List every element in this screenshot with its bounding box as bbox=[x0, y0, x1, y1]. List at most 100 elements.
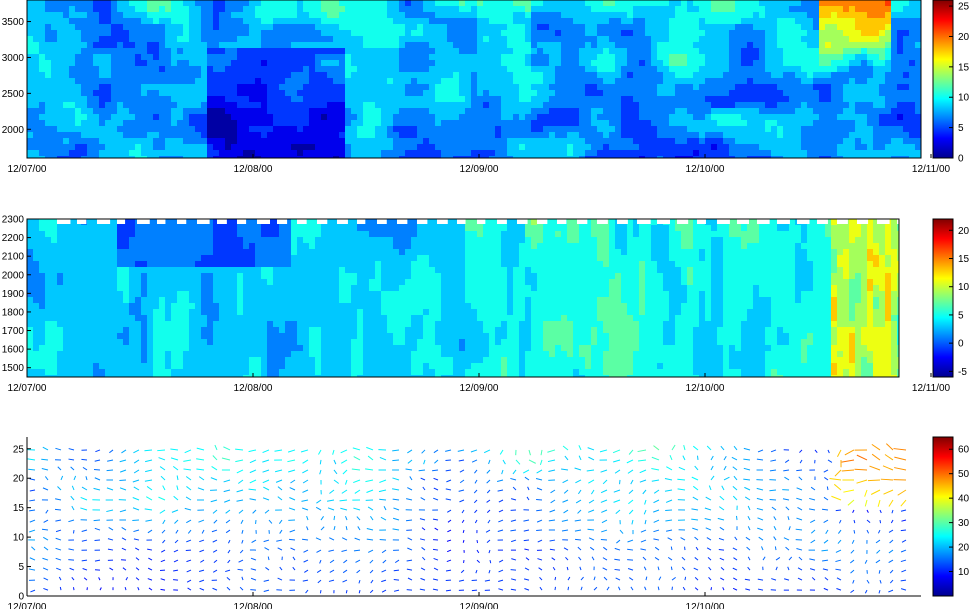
panel-1-cell bbox=[891, 54, 898, 61]
panel-1-cell bbox=[567, 36, 574, 43]
panel-1-cell bbox=[159, 0, 166, 7]
panel-1-cell bbox=[135, 156, 142, 158]
panel-1-cell bbox=[903, 132, 910, 139]
panel-1-cell bbox=[153, 150, 160, 157]
panel-1-cell bbox=[387, 72, 394, 79]
panel-1-cell bbox=[411, 18, 418, 25]
panel-1-cell bbox=[357, 114, 364, 121]
panel-2-cell bbox=[81, 237, 88, 244]
panel-1-cell bbox=[807, 66, 814, 73]
panel-2-cell bbox=[183, 303, 190, 310]
panel-1-cell bbox=[693, 54, 700, 61]
panel-2-cell bbox=[177, 339, 184, 346]
panel-1-cell bbox=[849, 78, 856, 85]
panel-1-cell bbox=[129, 36, 136, 43]
panel-1-cell bbox=[891, 102, 898, 109]
panel-2-cell bbox=[207, 267, 214, 274]
panel-1-cell bbox=[915, 102, 921, 109]
panel-2-cell bbox=[75, 369, 82, 376]
panel-1-cell bbox=[537, 72, 544, 79]
panel-1-cell bbox=[861, 60, 868, 67]
panel-1-cell bbox=[141, 12, 148, 19]
panel-1-cell bbox=[843, 30, 850, 37]
panel-1-colorbar-label: 5 bbox=[958, 123, 964, 134]
panel-1-cell bbox=[129, 18, 136, 25]
panel-1-cell bbox=[723, 120, 730, 127]
panel-2-cell bbox=[135, 261, 142, 268]
panel-1-cell bbox=[909, 66, 916, 73]
panel-2-cell bbox=[123, 375, 130, 377]
panel-1-cell bbox=[687, 78, 694, 85]
panel-1-cell bbox=[303, 108, 310, 115]
panel-2-cell bbox=[63, 279, 70, 286]
panel-1-cell bbox=[357, 108, 364, 115]
panel-1-cell bbox=[489, 90, 496, 97]
panel-1-cell bbox=[219, 120, 226, 127]
panel-1-cell bbox=[339, 72, 346, 79]
panel-1-cell bbox=[207, 90, 214, 97]
panel-1-cell bbox=[813, 96, 820, 103]
panel-1-cell bbox=[639, 114, 646, 121]
panel-1-cell bbox=[183, 60, 190, 67]
panel-1-cell bbox=[861, 72, 868, 79]
panel-2-cell bbox=[75, 333, 82, 340]
panel-2-cell bbox=[177, 363, 184, 370]
panel-2-cell bbox=[147, 249, 154, 256]
panel-1-cell bbox=[375, 54, 382, 61]
panel-1-cell bbox=[495, 54, 502, 61]
panel-1-cell bbox=[315, 12, 322, 19]
panel-1-cell bbox=[225, 78, 232, 85]
panel-1-cell bbox=[765, 66, 772, 73]
panel-1-cell bbox=[651, 42, 658, 49]
panel-1-cell bbox=[129, 156, 136, 158]
panel-1-cell bbox=[315, 84, 322, 91]
panel-1-cell bbox=[819, 36, 826, 43]
panel-1-cell bbox=[159, 114, 166, 121]
panel-1-cell bbox=[657, 144, 664, 151]
panel-1-cell bbox=[321, 66, 328, 73]
panel-1-cell bbox=[93, 156, 100, 158]
panel-1-cell bbox=[597, 84, 604, 91]
panel-1-cell bbox=[321, 90, 328, 97]
panel-1-cell bbox=[567, 156, 574, 158]
panel-1-cell bbox=[63, 30, 70, 37]
panel-1-cell bbox=[447, 126, 454, 133]
panel-1-cell bbox=[735, 48, 742, 55]
panel-1-cell bbox=[867, 60, 874, 67]
panel-1-cell bbox=[669, 84, 676, 91]
panel-1-cell bbox=[507, 156, 514, 158]
panel-1-cell bbox=[153, 60, 160, 67]
panel-1-cell bbox=[633, 42, 640, 49]
panel-1-cell bbox=[807, 18, 814, 25]
panel-1-cell bbox=[423, 102, 430, 109]
panel-1-cell bbox=[771, 126, 778, 133]
panel-1-cell bbox=[831, 54, 838, 61]
panel-1-cell bbox=[513, 42, 520, 49]
panel-1-cell bbox=[909, 0, 916, 7]
panel-1-cell bbox=[459, 138, 466, 145]
panel-1-cell bbox=[537, 0, 544, 7]
panel-1-cell bbox=[705, 42, 712, 49]
panel-1-cell bbox=[279, 42, 286, 49]
panel-1-cell bbox=[699, 24, 706, 31]
panel-1-cell bbox=[273, 138, 280, 145]
panel-2-cell bbox=[93, 255, 100, 262]
panel-1-cell bbox=[285, 48, 292, 55]
panel-1-cell bbox=[783, 102, 790, 109]
panel-1-cell bbox=[495, 96, 502, 103]
panel-1-cell bbox=[393, 72, 400, 79]
panel-1-cell bbox=[165, 90, 172, 97]
panel-1-cell bbox=[657, 138, 664, 145]
panel-1-cell bbox=[105, 84, 112, 91]
panel-1-cell bbox=[345, 66, 352, 73]
panel-1-cell bbox=[345, 138, 352, 145]
panel-2-cell bbox=[219, 303, 226, 310]
panel-2-cell bbox=[123, 327, 130, 334]
panel-1-cell bbox=[867, 66, 874, 73]
panel-1-cell bbox=[123, 156, 130, 158]
panel-1-cell bbox=[39, 6, 46, 13]
panel-1-cell bbox=[699, 48, 706, 55]
panel-1-cell bbox=[849, 24, 856, 31]
panel-1-cell bbox=[279, 78, 286, 85]
panel-2-cell bbox=[231, 309, 238, 316]
